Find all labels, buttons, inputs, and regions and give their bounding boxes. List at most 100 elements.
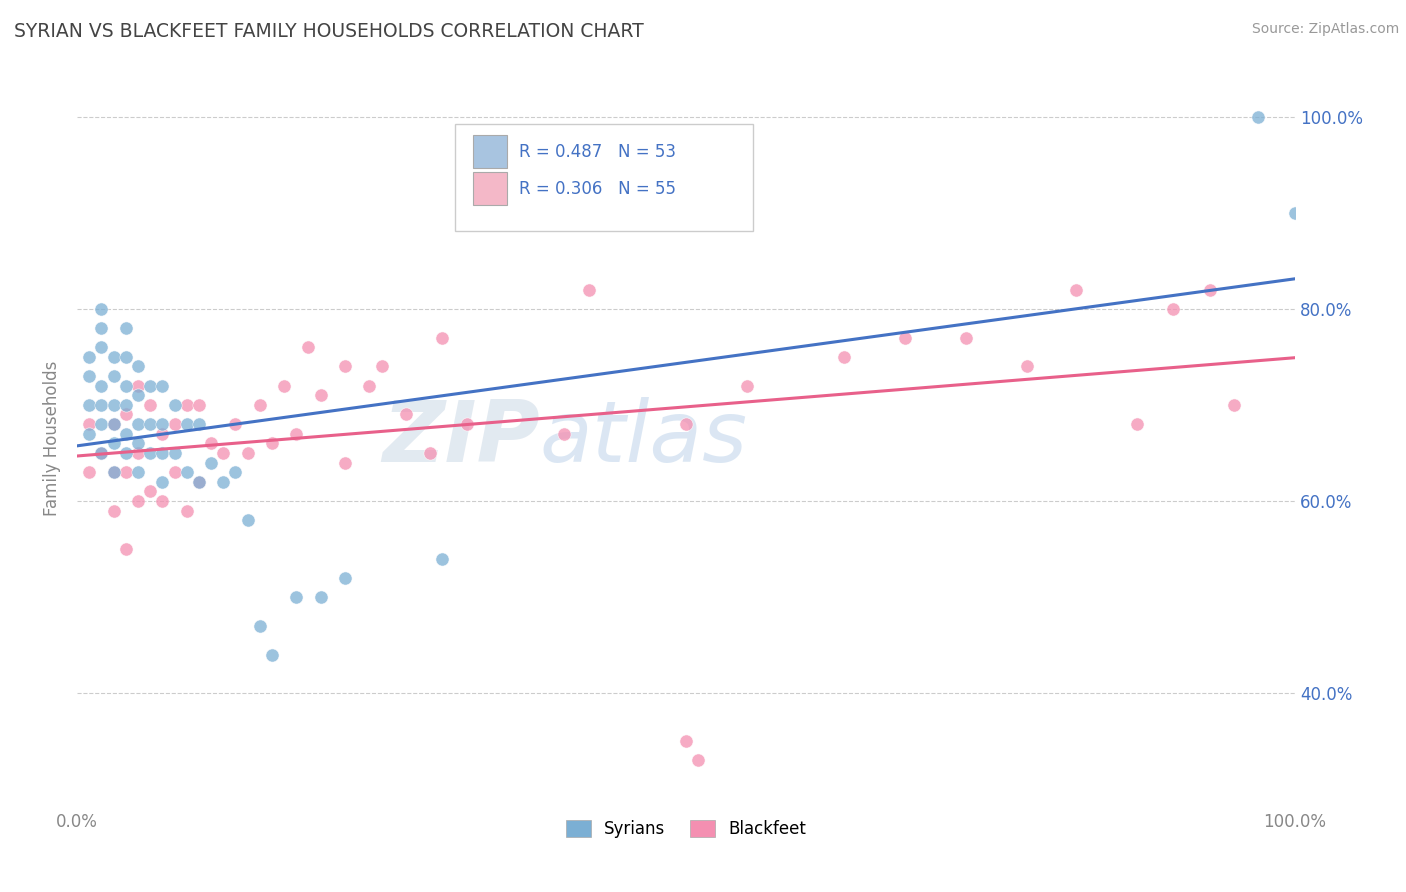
Point bbox=[735, 378, 758, 392]
Point bbox=[236, 446, 259, 460]
Point bbox=[114, 350, 136, 364]
Point bbox=[103, 503, 125, 517]
Point bbox=[163, 446, 186, 460]
Point bbox=[114, 398, 136, 412]
Point bbox=[1223, 398, 1246, 412]
Point bbox=[187, 417, 209, 431]
Point bbox=[139, 484, 162, 499]
Point bbox=[285, 590, 308, 604]
Point bbox=[333, 456, 356, 470]
Y-axis label: Family Households: Family Households bbox=[44, 360, 60, 516]
Point bbox=[163, 398, 186, 412]
Point bbox=[103, 417, 125, 431]
Point bbox=[139, 417, 162, 431]
Point bbox=[114, 408, 136, 422]
Point bbox=[212, 446, 235, 460]
Point bbox=[675, 734, 697, 748]
Point bbox=[187, 475, 209, 489]
Point bbox=[212, 475, 235, 489]
Point bbox=[224, 417, 246, 431]
Point bbox=[309, 590, 332, 604]
Point bbox=[77, 426, 100, 441]
Point bbox=[90, 446, 112, 460]
Point bbox=[1015, 359, 1038, 374]
Point bbox=[176, 503, 198, 517]
Point bbox=[103, 350, 125, 364]
Point bbox=[1125, 417, 1147, 431]
Point bbox=[139, 378, 162, 392]
Point bbox=[127, 494, 149, 508]
Point bbox=[955, 330, 977, 344]
Point bbox=[139, 446, 162, 460]
Point bbox=[675, 417, 697, 431]
Point bbox=[77, 398, 100, 412]
Point bbox=[77, 417, 100, 431]
Point bbox=[200, 456, 222, 470]
Point bbox=[187, 475, 209, 489]
Point bbox=[77, 350, 100, 364]
Point bbox=[834, 350, 856, 364]
Point bbox=[432, 551, 454, 566]
Text: Source: ZipAtlas.com: Source: ZipAtlas.com bbox=[1251, 22, 1399, 37]
Point bbox=[395, 408, 418, 422]
Point bbox=[187, 398, 209, 412]
Text: atlas: atlas bbox=[540, 397, 748, 480]
FancyBboxPatch shape bbox=[454, 124, 754, 231]
Point bbox=[103, 436, 125, 450]
Point bbox=[224, 465, 246, 479]
Point bbox=[139, 398, 162, 412]
Point bbox=[103, 417, 125, 431]
Point bbox=[297, 340, 319, 354]
Point bbox=[114, 378, 136, 392]
Point bbox=[333, 571, 356, 585]
Point bbox=[163, 465, 186, 479]
Point bbox=[150, 446, 173, 460]
Point bbox=[249, 398, 271, 412]
Point bbox=[285, 426, 308, 441]
Text: SYRIAN VS BLACKFEET FAMILY HOUSEHOLDS CORRELATION CHART: SYRIAN VS BLACKFEET FAMILY HOUSEHOLDS CO… bbox=[14, 22, 644, 41]
Point bbox=[114, 426, 136, 441]
Point bbox=[236, 513, 259, 527]
Point bbox=[90, 417, 112, 431]
Point bbox=[114, 321, 136, 335]
Point bbox=[432, 330, 454, 344]
Point bbox=[333, 359, 356, 374]
Point bbox=[114, 446, 136, 460]
Text: R = 0.306   N = 55: R = 0.306 N = 55 bbox=[519, 180, 676, 198]
Point bbox=[273, 378, 295, 392]
Point bbox=[200, 436, 222, 450]
Point bbox=[359, 378, 381, 392]
Point bbox=[77, 369, 100, 384]
Point bbox=[90, 301, 112, 316]
Point bbox=[103, 369, 125, 384]
Point bbox=[90, 340, 112, 354]
Text: ZIP: ZIP bbox=[382, 397, 540, 480]
Point bbox=[77, 465, 100, 479]
Point bbox=[90, 398, 112, 412]
Point bbox=[103, 465, 125, 479]
Point bbox=[578, 283, 600, 297]
Point bbox=[894, 330, 917, 344]
Point bbox=[1284, 205, 1306, 219]
Point bbox=[90, 446, 112, 460]
Point bbox=[1161, 301, 1184, 316]
Point bbox=[176, 417, 198, 431]
Point bbox=[688, 753, 710, 767]
Point bbox=[127, 417, 149, 431]
Point bbox=[103, 398, 125, 412]
Point bbox=[127, 436, 149, 450]
Point bbox=[103, 465, 125, 479]
Point bbox=[114, 541, 136, 556]
Point bbox=[249, 619, 271, 633]
Point bbox=[309, 388, 332, 402]
Legend: Syrians, Blackfeet: Syrians, Blackfeet bbox=[560, 813, 813, 845]
Bar bbox=[472, 172, 508, 205]
Point bbox=[90, 378, 112, 392]
Point bbox=[553, 426, 575, 441]
Point bbox=[150, 475, 173, 489]
Point bbox=[163, 417, 186, 431]
Point bbox=[150, 378, 173, 392]
Point bbox=[127, 446, 149, 460]
Text: R = 0.487   N = 53: R = 0.487 N = 53 bbox=[519, 143, 676, 161]
Point bbox=[260, 436, 283, 450]
